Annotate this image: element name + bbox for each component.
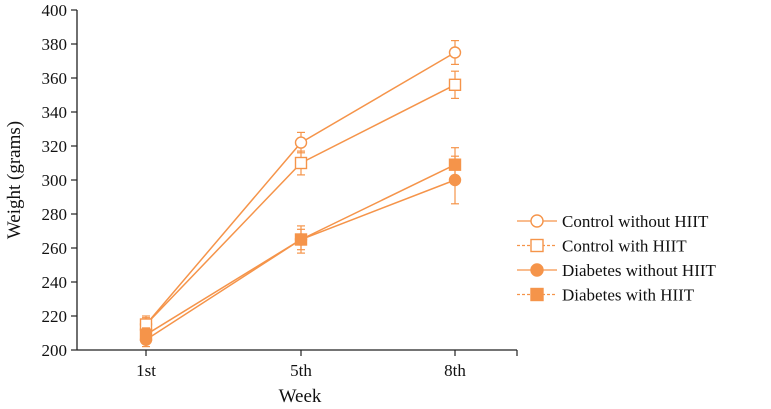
y-tick-label: 360 [42,69,68,88]
y-tick-label: 280 [42,205,68,224]
y-tick-label: 380 [42,35,68,54]
data-point [139,328,153,341]
series-line [145,51,456,325]
data-point [448,78,462,92]
y-tick-label: 240 [42,273,68,292]
y-tick-label: 200 [42,341,68,360]
x-axis-label: Week [279,386,322,407]
x-tick-label: 1st [136,361,156,380]
legend-marker [530,238,544,253]
legend-entry-3: Diabetes without HIIT [517,261,717,280]
axes: 200 220 240 260 280 300 320 340 360 380 400 1st 5th 8… [42,1,518,380]
legend-label: Control with HIIT [562,237,687,256]
data-point [448,46,462,59]
legend-entry-2: Control with HIIT [517,237,687,256]
data-point [294,136,308,149]
legend-entry-1: Control without HIIT [517,212,709,231]
legend-label: Diabetes with HIIT [562,286,695,305]
series-layer [139,39,462,348]
legend-label: Control without HIIT [562,212,709,231]
x-tick-label: 8th [444,361,466,380]
y-tick-label: 220 [42,307,68,326]
y-tick-label: 320 [42,137,68,156]
y-tick-label: 260 [42,239,68,258]
legend-marker [530,214,544,228]
legend-entry-4: Diabetes with HIIT [517,286,695,305]
y-tick-label: 340 [42,103,68,122]
series-line [145,84,456,326]
legend-marker [530,287,544,302]
legend-label: Diabetes without HIIT [562,261,717,280]
y-axis-label: Weight (grams) [4,121,25,239]
y-tick-label: 300 [42,171,68,190]
y-tick-label: 400 [42,1,68,20]
data-point [294,233,308,246]
series-4 [139,147,462,343]
data-point [294,156,308,170]
legend-marker [530,263,544,277]
series-line [145,179,456,341]
series-2 [139,70,462,334]
legend: Control without HIIT Control with HIIT Dia… [517,212,717,305]
data-point [448,158,462,171]
x-tick-label: 5th [290,361,312,380]
